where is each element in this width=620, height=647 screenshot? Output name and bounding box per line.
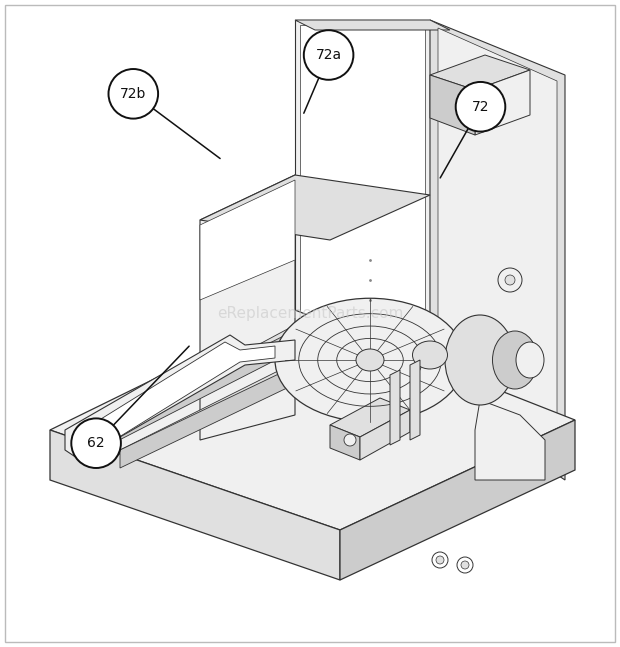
Polygon shape (300, 25, 425, 385)
Ellipse shape (492, 331, 538, 389)
Polygon shape (65, 335, 295, 460)
Polygon shape (410, 360, 420, 440)
Circle shape (436, 556, 444, 564)
Polygon shape (475, 70, 530, 135)
Circle shape (108, 69, 158, 118)
Polygon shape (340, 420, 575, 580)
Polygon shape (295, 20, 430, 390)
Polygon shape (50, 430, 340, 580)
Circle shape (304, 30, 353, 80)
Circle shape (457, 557, 473, 573)
Polygon shape (390, 370, 400, 445)
Ellipse shape (275, 298, 465, 422)
Polygon shape (200, 175, 295, 440)
Circle shape (344, 434, 356, 446)
Polygon shape (430, 20, 565, 480)
Polygon shape (360, 410, 410, 460)
Text: eReplacementParts.com: eReplacementParts.com (217, 306, 403, 322)
Text: 72b: 72b (120, 87, 146, 101)
Polygon shape (50, 310, 575, 530)
Circle shape (461, 561, 469, 569)
Circle shape (505, 275, 515, 285)
Polygon shape (120, 335, 365, 455)
Polygon shape (80, 342, 275, 452)
Text: 72a: 72a (316, 48, 342, 62)
Polygon shape (330, 425, 360, 460)
Polygon shape (475, 400, 545, 480)
Polygon shape (438, 28, 557, 472)
Ellipse shape (356, 349, 384, 371)
Circle shape (456, 82, 505, 131)
Circle shape (71, 419, 121, 468)
Polygon shape (330, 398, 410, 437)
Circle shape (498, 268, 522, 292)
Ellipse shape (516, 342, 544, 378)
Text: 62: 62 (87, 436, 105, 450)
Polygon shape (430, 55, 530, 90)
Polygon shape (200, 175, 430, 240)
Polygon shape (90, 325, 310, 440)
Ellipse shape (445, 315, 515, 405)
Polygon shape (200, 180, 295, 300)
Polygon shape (90, 325, 305, 455)
Polygon shape (295, 20, 450, 30)
Polygon shape (430, 75, 475, 135)
Text: 72: 72 (472, 100, 489, 114)
Circle shape (432, 552, 448, 568)
Polygon shape (120, 335, 360, 468)
Ellipse shape (412, 341, 448, 369)
